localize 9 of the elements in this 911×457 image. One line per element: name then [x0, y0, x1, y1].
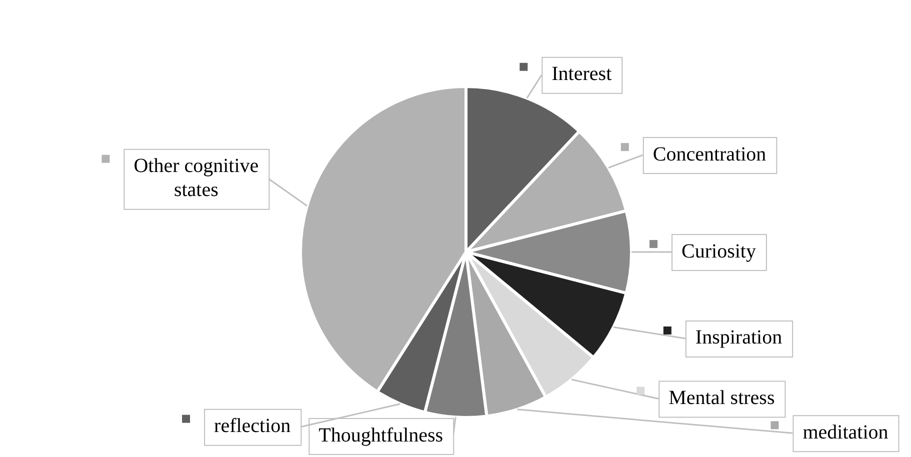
legend-label: Concentration: [652, 143, 766, 166]
legend-label: Curiosity: [682, 240, 756, 262]
legend-label: Mental stress: [668, 387, 775, 410]
legend-label: meditation: [802, 421, 888, 444]
legend-label: Other cognitive states: [134, 155, 259, 202]
legend-label: reflection: [214, 415, 291, 438]
slice-label: Thoughtfulness: [318, 424, 444, 446]
legend-label: Interest: [552, 63, 612, 86]
legend-label: Inspiration: [695, 326, 782, 349]
